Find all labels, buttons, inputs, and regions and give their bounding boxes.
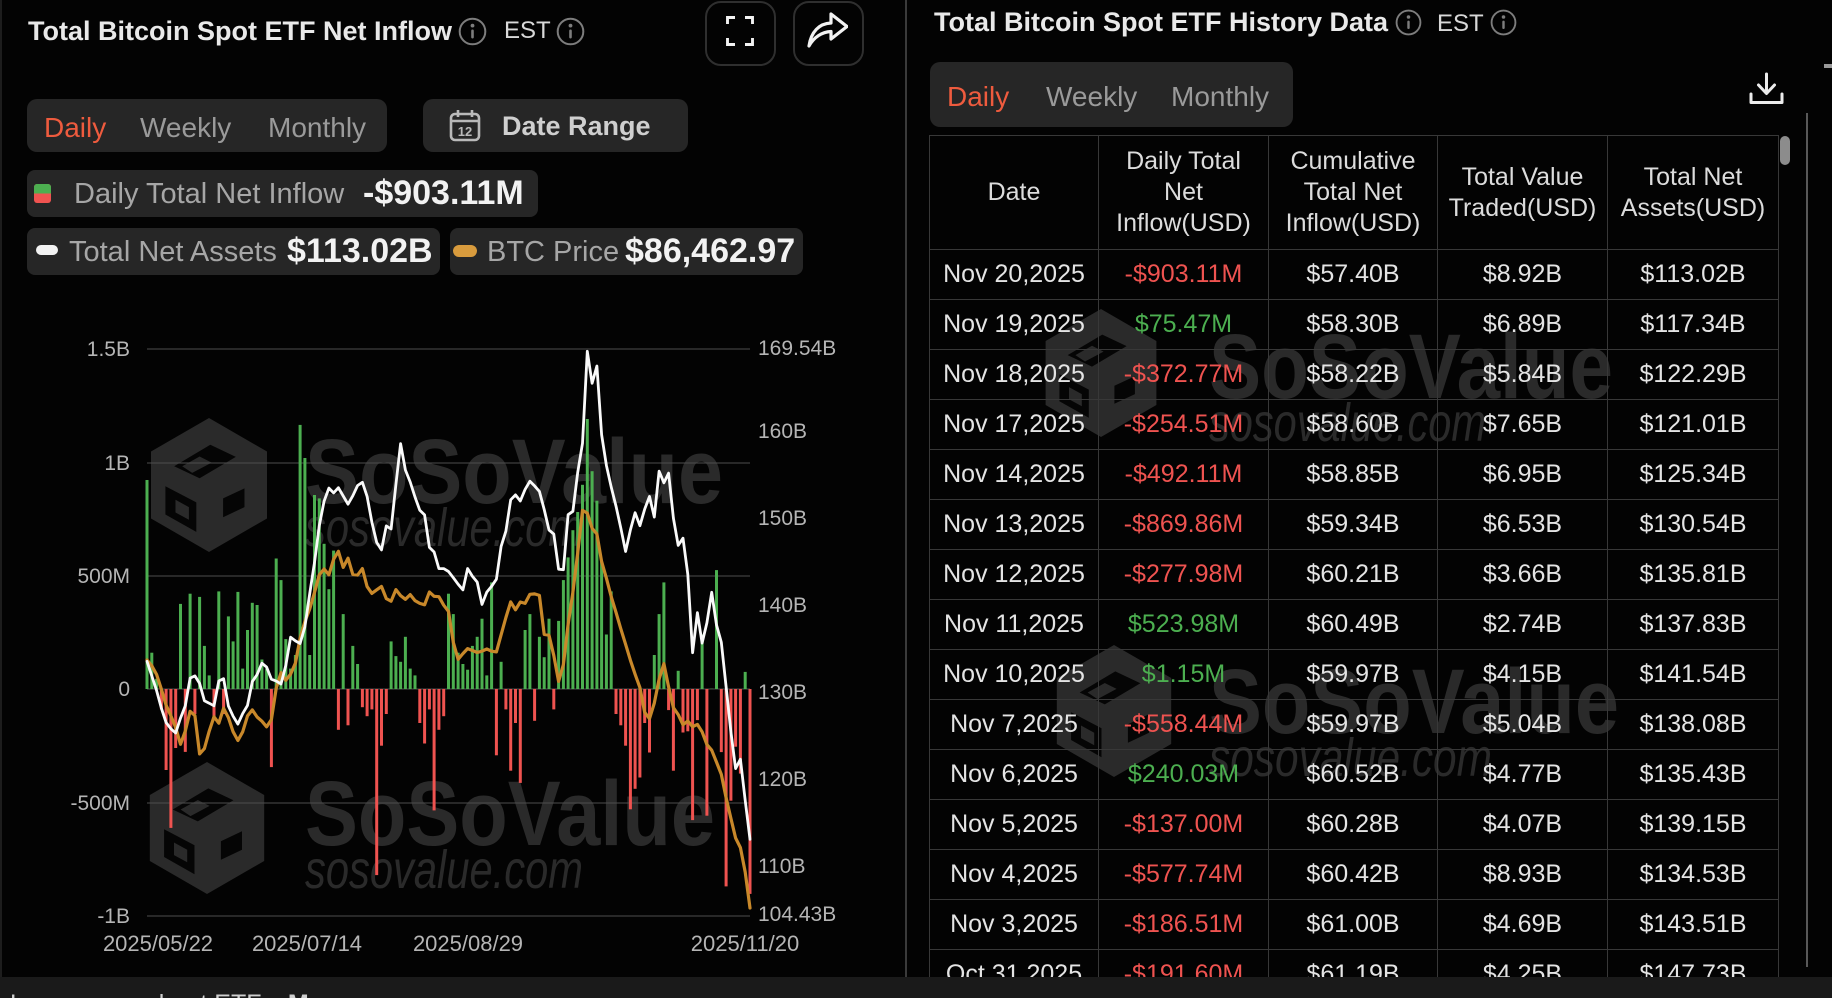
svg-text:160B: 160B (758, 420, 807, 443)
svg-text:sosovalue.com: sosovalue.com (305, 840, 583, 900)
svg-text:140B: 140B (758, 594, 807, 617)
svg-text:12: 12 (458, 124, 472, 139)
svg-text:1.5B: 1.5B (87, 338, 130, 361)
svg-text:120B: 120B (758, 768, 807, 791)
svg-text:2025/11/20: 2025/11/20 (691, 931, 799, 956)
svg-text:0: 0 (118, 678, 130, 701)
svg-text:2025/07/14: 2025/07/14 (252, 931, 362, 956)
svg-text:104.43B: 104.43B (758, 903, 836, 926)
svg-text:-1B: -1B (97, 905, 130, 928)
svg-text:-500M: -500M (70, 792, 130, 815)
svg-text:110B: 110B (758, 855, 806, 878)
svg-text:150B: 150B (758, 507, 807, 530)
svg-text:2025/05/22: 2025/05/22 (103, 931, 213, 956)
svg-text:500M: 500M (77, 565, 130, 588)
svg-text:SoSoValue: SoSoValue (305, 763, 715, 865)
svg-text:1B: 1B (104, 452, 130, 475)
svg-text:130B: 130B (758, 681, 807, 704)
svg-text:169.54B: 169.54B (758, 337, 836, 360)
svg-text:SoSoValue: SoSoValue (305, 421, 723, 523)
svg-text:2025/08/29: 2025/08/29 (413, 931, 523, 956)
svg-text:sosovalue.com: sosovalue.com (305, 498, 583, 558)
